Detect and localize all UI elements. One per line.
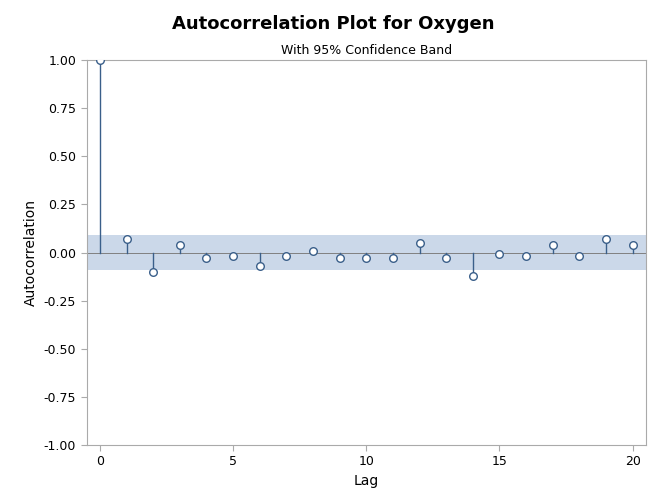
- Point: [254, 262, 265, 270]
- Point: [361, 254, 372, 262]
- Point: [441, 254, 452, 262]
- Point: [281, 252, 292, 260]
- Point: [468, 272, 478, 280]
- Point: [95, 56, 105, 64]
- Point: [627, 241, 638, 249]
- Point: [201, 254, 212, 262]
- Point: [334, 254, 345, 262]
- Point: [388, 254, 398, 262]
- Point: [521, 252, 531, 260]
- Point: [308, 246, 318, 254]
- X-axis label: Lag: Lag: [354, 474, 379, 488]
- Text: Autocorrelation Plot for Oxygen: Autocorrelation Plot for Oxygen: [172, 15, 494, 33]
- Point: [121, 235, 132, 243]
- Point: [494, 250, 505, 258]
- Point: [414, 239, 425, 247]
- Point: [547, 241, 558, 249]
- Title: With 95% Confidence Band: With 95% Confidence Band: [281, 44, 452, 58]
- Point: [174, 241, 185, 249]
- Point: [574, 252, 585, 260]
- Y-axis label: Autocorrelation: Autocorrelation: [24, 199, 38, 306]
- Point: [228, 252, 238, 260]
- Point: [148, 268, 159, 276]
- Point: [601, 235, 611, 243]
